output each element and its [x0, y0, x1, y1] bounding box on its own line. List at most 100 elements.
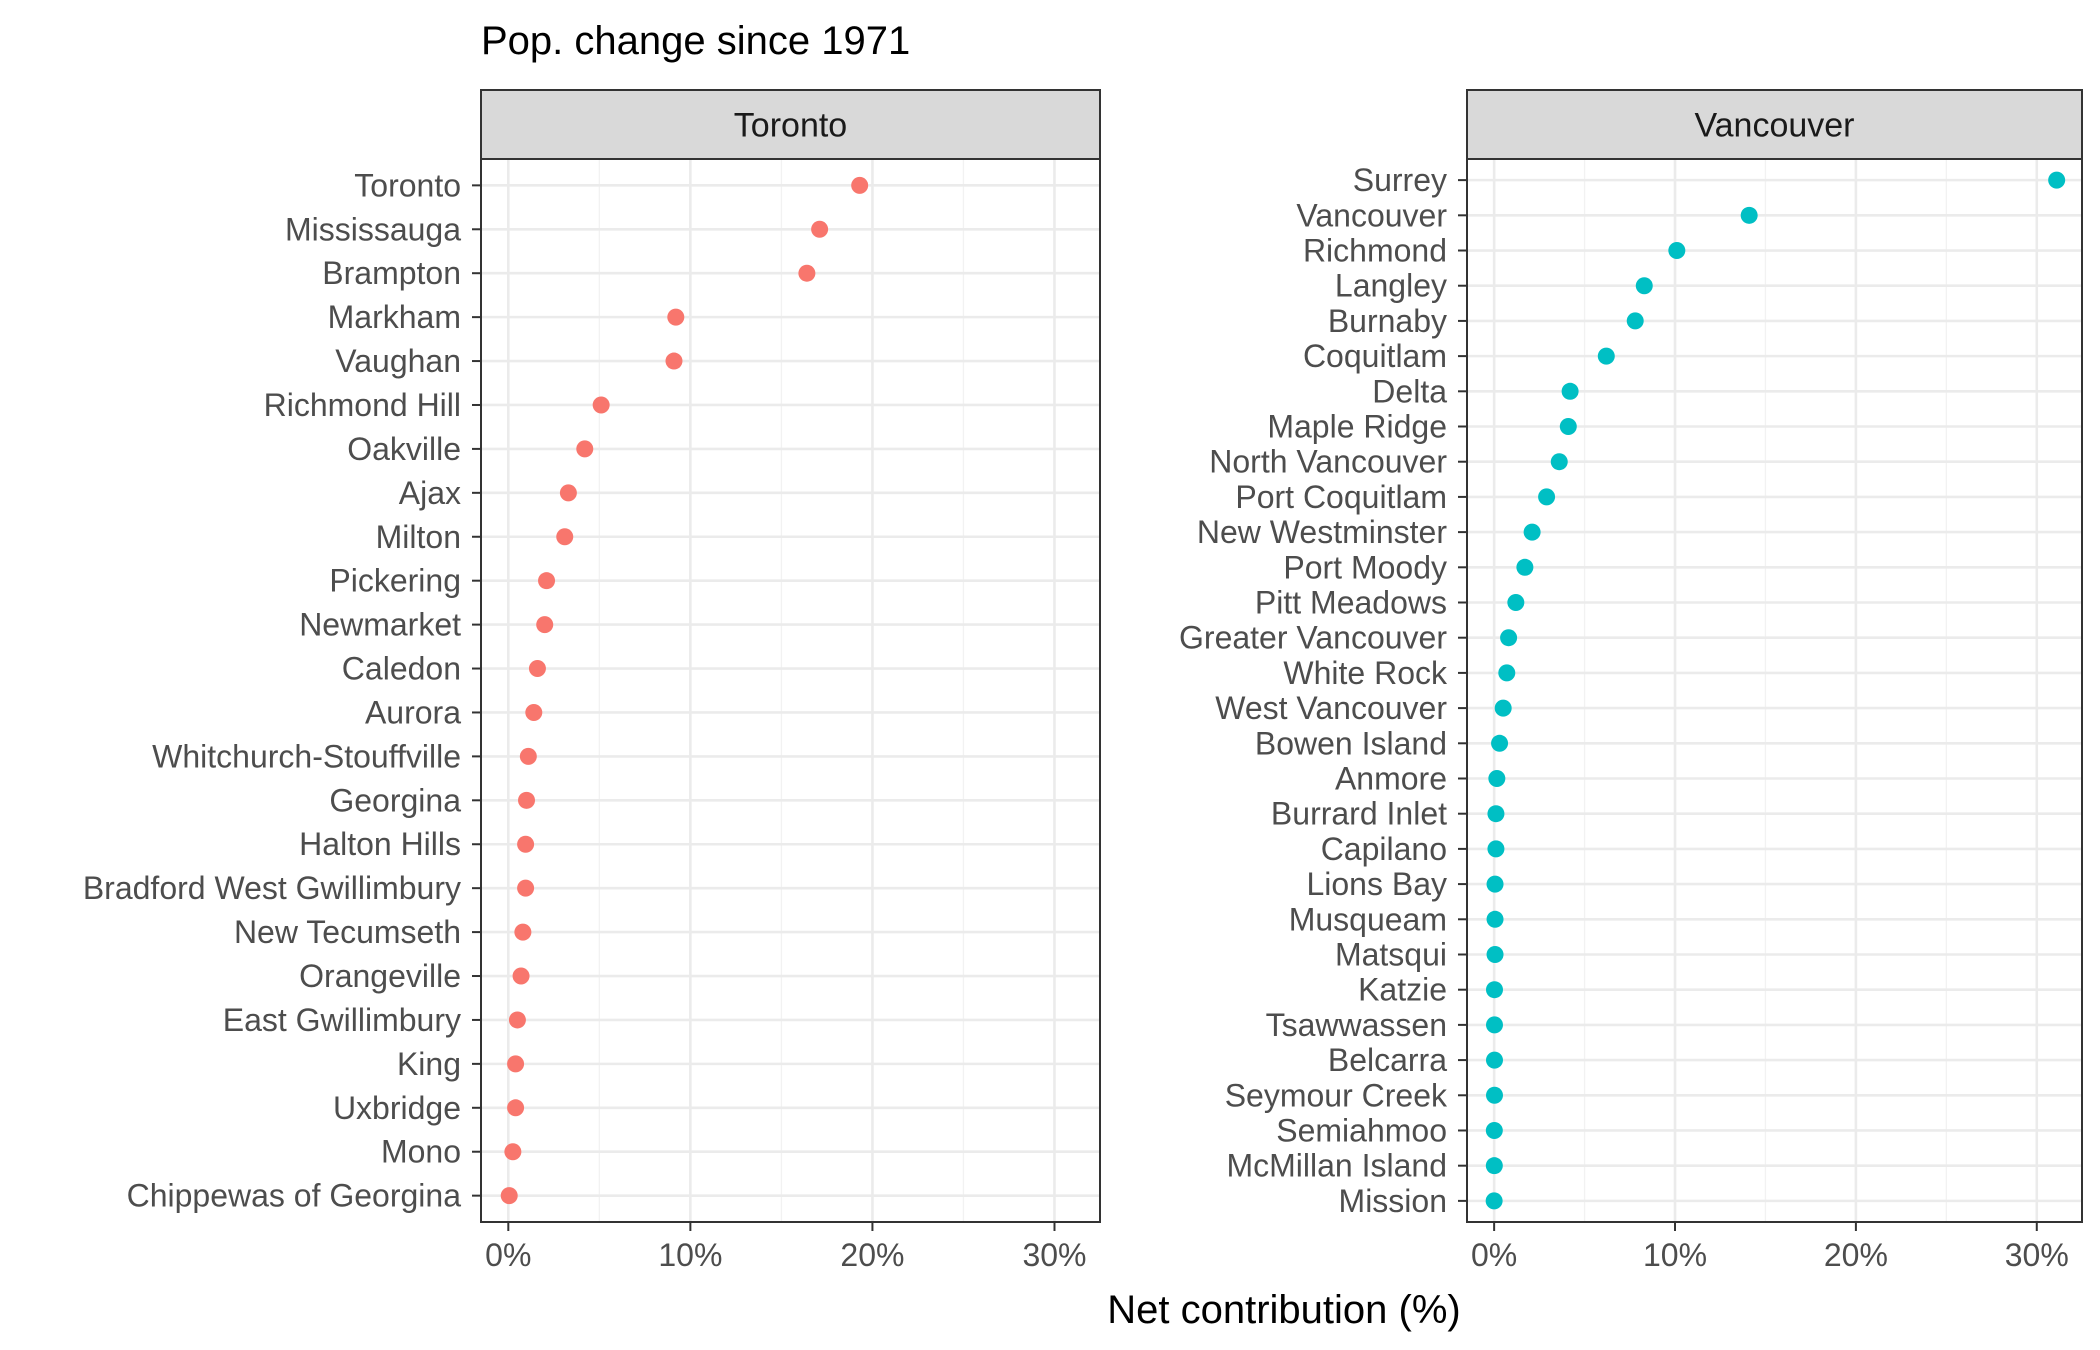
point-chippewas-of-georgina — [500, 1187, 518, 1205]
x-tick-label: 10% — [1643, 1237, 1707, 1273]
y-tick-label-king: King — [397, 1046, 461, 1082]
point-greater-vancouver — [1500, 629, 1518, 647]
point-capilano — [1487, 840, 1505, 858]
strip-label: Toronto — [734, 107, 847, 145]
y-tick-label-mcmillan-island: McMillan Island — [1226, 1148, 1447, 1184]
point-georgina — [518, 791, 536, 809]
point-pitt-meadows — [1507, 594, 1525, 612]
point-tsawwassen — [1485, 1016, 1503, 1034]
y-tick-label-surrey: Surrey — [1353, 162, 1447, 198]
y-tick-label-mission: Mission — [1339, 1183, 1447, 1219]
y-tick-label-delta: Delta — [1372, 373, 1447, 409]
y-tick-label-orangeville: Orangeville — [299, 958, 461, 994]
point-coquitlam — [1597, 347, 1615, 365]
point-semiahmoo — [1485, 1121, 1503, 1139]
point-whitchurch-stouffville — [519, 747, 537, 765]
x-axis-label: Net contribution (%) — [1107, 1288, 1460, 1332]
point-richmond-hill — [592, 396, 610, 414]
strip-background — [1466, 89, 2083, 160]
y-tick-label-belcarra: Belcarra — [1328, 1042, 1447, 1078]
y-tick-label-new-westminster: New Westminster — [1197, 514, 1447, 550]
chart-title: Pop. change since 1971 — [481, 19, 910, 63]
y-tick-label-east-gwillimbury: East Gwillimbury — [223, 1002, 461, 1038]
point-matsqui — [1486, 945, 1504, 963]
point-markham — [667, 308, 685, 326]
x-tick-label: 0% — [485, 1237, 531, 1273]
point-milton — [556, 528, 574, 546]
y-tick-label-markham: Markham — [328, 299, 461, 335]
y-tick-label-aurora: Aurora — [365, 694, 461, 730]
y-tick-label-maple-ridge: Maple Ridge — [1267, 409, 1447, 445]
point-caledon — [528, 660, 546, 678]
y-tick-label-katzie: Katzie — [1358, 972, 1447, 1008]
y-tick-label-north-vancouver: North Vancouver — [1209, 444, 1447, 480]
point-white-rock — [1498, 664, 1516, 682]
point-richmond — [1668, 242, 1686, 260]
point-newmarket — [536, 616, 554, 634]
y-tick-label-bowen-island: Bowen Island — [1255, 725, 1447, 761]
y-tick-label-pitt-meadows: Pitt Meadows — [1255, 585, 1447, 621]
y-tick-label-matsqui: Matsqui — [1335, 936, 1447, 972]
y-tick-label-uxbridge: Uxbridge — [333, 1090, 461, 1126]
y-tick-label-pickering: Pickering — [329, 563, 461, 599]
point-seymour-creek — [1485, 1086, 1503, 1104]
y-tick-label-new-tecumseth: New Tecumseth — [234, 914, 461, 950]
x-tick-label: 0% — [1471, 1237, 1517, 1273]
point-oakville — [576, 440, 594, 458]
point-vancouver — [1740, 206, 1758, 224]
point-belcarra — [1485, 1051, 1503, 1069]
y-tick-label-greater-vancouver: Greater Vancouver — [1179, 620, 1447, 656]
y-tick-label-semiahmoo: Semiahmoo — [1276, 1112, 1447, 1148]
y-tick-label-seymour-creek: Seymour Creek — [1225, 1077, 1448, 1113]
panel-vancouver: VancouverSurreyVancouverRichmondLangleyB… — [1179, 89, 2083, 1273]
y-tick-label-bradford-west-gwillimbury: Bradford West Gwillimbury — [83, 870, 461, 906]
x-tick-label: 30% — [2005, 1237, 2069, 1273]
y-tick-label-georgina: Georgina — [329, 782, 461, 818]
y-tick-label-caledon: Caledon — [342, 651, 461, 687]
point-mississauga — [811, 220, 829, 238]
point-king — [507, 1055, 525, 1073]
y-tick-label-milton: Milton — [376, 519, 461, 555]
y-tick-label-brampton: Brampton — [322, 255, 461, 291]
y-tick-label-mississauga: Mississauga — [285, 211, 461, 247]
point-anmore — [1488, 769, 1506, 787]
point-maple-ridge — [1559, 418, 1577, 436]
y-tick-label-west-vancouver: West Vancouver — [1215, 690, 1447, 726]
point-mcmillan-island — [1485, 1157, 1503, 1175]
point-port-moody — [1516, 558, 1534, 576]
point-toronto — [851, 176, 869, 194]
y-tick-label-white-rock: White Rock — [1283, 655, 1448, 691]
y-tick-label-musqueam: Musqueam — [1289, 901, 1447, 937]
panels: Toronto Toronto Mississauga Brampton Markham… — [83, 89, 2083, 1273]
y-tick-label-capilano: Capilano — [1321, 831, 1447, 867]
point-brampton — [798, 264, 816, 282]
panel-border — [1466, 158, 2083, 1223]
y-tick-label-ajax: Ajax — [399, 475, 461, 511]
point-orangeville — [512, 967, 530, 985]
point-north-vancouver — [1550, 453, 1568, 471]
point-bradford-west-gwillimbury — [517, 879, 535, 897]
y-tick-label-chippewas-of-georgina: Chippewas of Georgina — [127, 1178, 462, 1214]
y-tick-label-whitchurch-stouffville: Whitchurch-Stouffville — [152, 738, 461, 774]
point-new-westminster — [1523, 523, 1541, 541]
x-tick-label: 20% — [840, 1237, 904, 1273]
y-tick-label-toronto: Toronto — [354, 167, 461, 203]
y-tick-label-newmarket: Newmarket — [299, 607, 461, 643]
point-lions-bay — [1486, 875, 1504, 893]
y-tick-label-langley: Langley — [1335, 268, 1447, 304]
y-tick-label-vancouver: Vancouver — [1296, 197, 1447, 233]
y-tick-label-port-moody: Port Moody — [1283, 549, 1447, 585]
y-tick-label-lions-bay: Lions Bay — [1306, 866, 1447, 902]
y-tick-label-anmore: Anmore — [1335, 760, 1447, 796]
point-surrey — [2048, 171, 2066, 189]
point-east-gwillimbury — [508, 1011, 526, 1029]
point-ajax — [559, 484, 577, 502]
strip-label: Vancouver — [1694, 107, 1854, 145]
y-tick-label-port-coquitlam: Port Coquitlam — [1235, 479, 1447, 515]
point-langley — [1635, 277, 1653, 295]
point-aurora — [525, 703, 543, 721]
y-tick-label-richmond: Richmond — [1303, 233, 1447, 269]
y-tick-label-burrard-inlet: Burrard Inlet — [1271, 796, 1447, 832]
panel-border — [480, 158, 1101, 1223]
y-tick-label-richmond-hill: Richmond Hill — [264, 387, 461, 423]
